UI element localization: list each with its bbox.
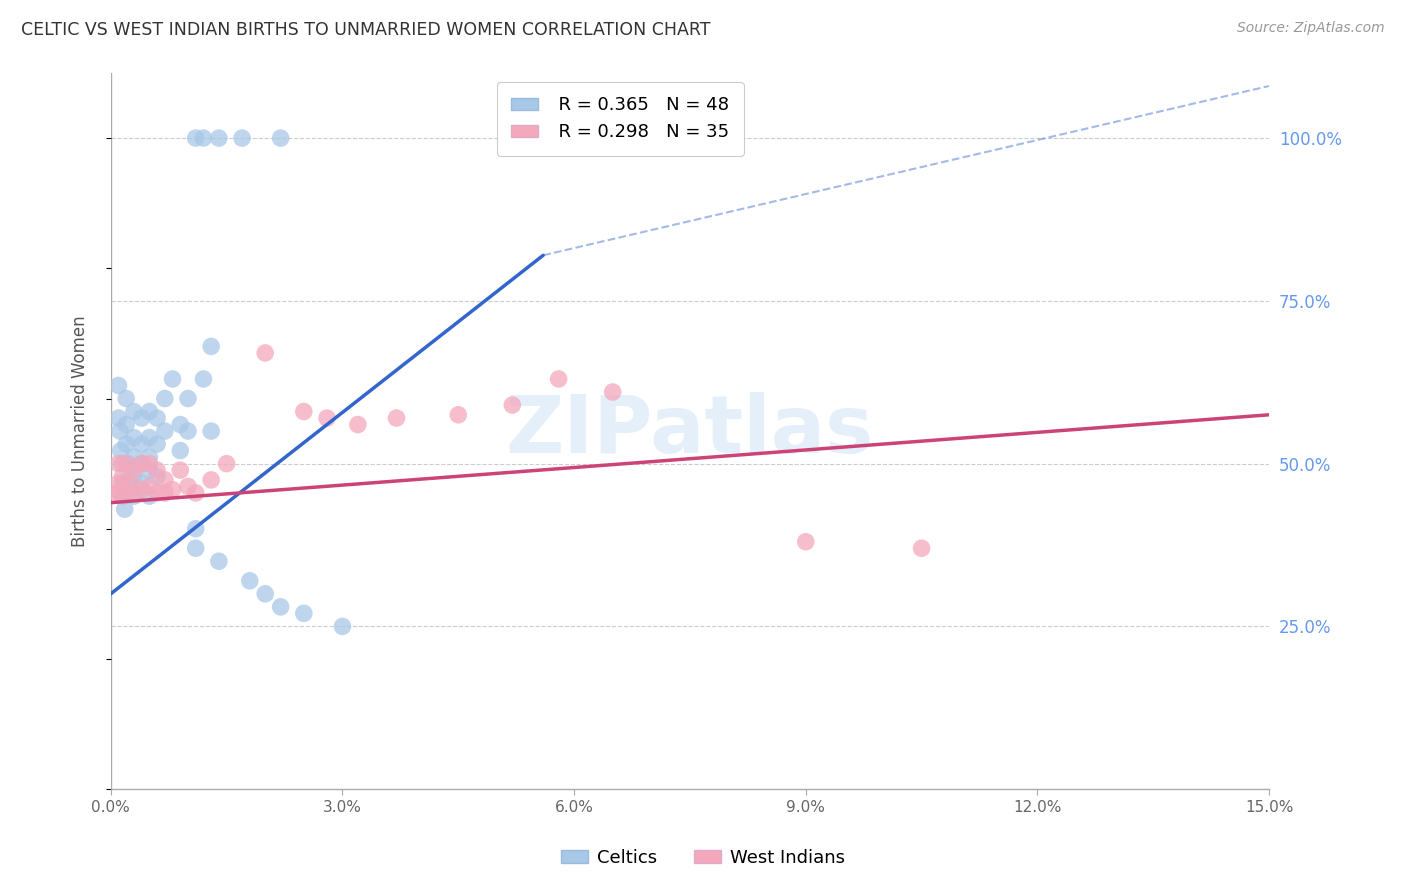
Point [177,479,200,493]
Point [122,431,145,445]
Text: ZIPatlas: ZIPatlas [506,392,875,470]
Point [270,599,292,614]
Point [153,424,176,438]
Point [138,479,160,493]
Point [447,408,470,422]
Point [146,469,169,483]
Point [153,392,176,406]
Point [385,411,408,425]
Point [107,476,129,491]
Point [208,131,231,145]
Point [193,372,215,386]
Point [138,431,160,445]
Point [107,378,129,392]
Point [112,489,135,503]
Point [910,541,932,556]
Point [131,411,153,425]
Point [111,476,134,491]
Point [153,486,176,500]
Point [120,476,142,491]
Point [270,131,292,145]
Point [347,417,370,432]
Point [501,398,523,412]
Point [292,404,315,418]
Point [254,346,277,360]
Point [193,131,215,145]
Point [107,457,129,471]
Point [122,469,145,483]
Point [169,463,191,477]
Point [184,522,207,536]
Point [115,486,138,500]
Point [169,417,191,432]
Point [110,443,132,458]
Point [117,457,139,471]
Point [184,486,207,500]
Point [131,476,153,491]
Point [292,607,315,621]
Point [138,457,160,471]
Point [239,574,262,588]
Point [146,486,169,500]
Text: Source: ZipAtlas.com: Source: ZipAtlas.com [1237,21,1385,35]
Point [169,443,191,458]
Point [215,457,238,471]
Point [332,619,354,633]
Point [162,372,184,386]
Point [122,486,145,500]
Legend: Celtics, West Indians: Celtics, West Indians [554,842,852,874]
Point [115,437,138,451]
Point [108,486,131,500]
Point [115,457,138,471]
Point [146,463,169,477]
Point [122,489,145,503]
Point [184,131,207,145]
Point [111,469,134,483]
Point [111,457,134,471]
Point [115,392,138,406]
Point [114,502,136,516]
Point [122,404,145,418]
Point [200,473,222,487]
Point [146,411,169,425]
Point [200,424,222,438]
Point [316,411,339,425]
Point [200,339,222,353]
Point [231,131,253,145]
Y-axis label: Births to Unmarried Women: Births to Unmarried Women [72,315,89,547]
Point [105,486,128,500]
Point [162,483,184,497]
Text: CELTIC VS WEST INDIAN BIRTHS TO UNMARRIED WOMEN CORRELATION CHART: CELTIC VS WEST INDIAN BIRTHS TO UNMARRIE… [21,21,710,38]
Point [602,384,624,399]
Point [794,534,817,549]
Point [177,424,200,438]
Point [131,483,153,497]
Point [131,457,153,471]
Point [115,417,138,432]
Point [108,424,131,438]
Point [153,473,176,487]
Point [208,554,231,568]
Point [138,404,160,418]
Point [146,437,169,451]
Point [122,463,145,477]
Point [254,587,277,601]
Point [131,437,153,451]
Legend:   R = 0.365   N = 48,   R = 0.298   N = 35: R = 0.365 N = 48, R = 0.298 N = 35 [496,82,744,156]
Point [184,541,207,556]
Point [138,450,160,464]
Point [107,411,129,425]
Point [120,469,142,483]
Point [138,463,160,477]
Point [138,489,160,503]
Point [122,450,145,464]
Point [547,372,569,386]
Point [177,392,200,406]
Point [131,457,153,471]
